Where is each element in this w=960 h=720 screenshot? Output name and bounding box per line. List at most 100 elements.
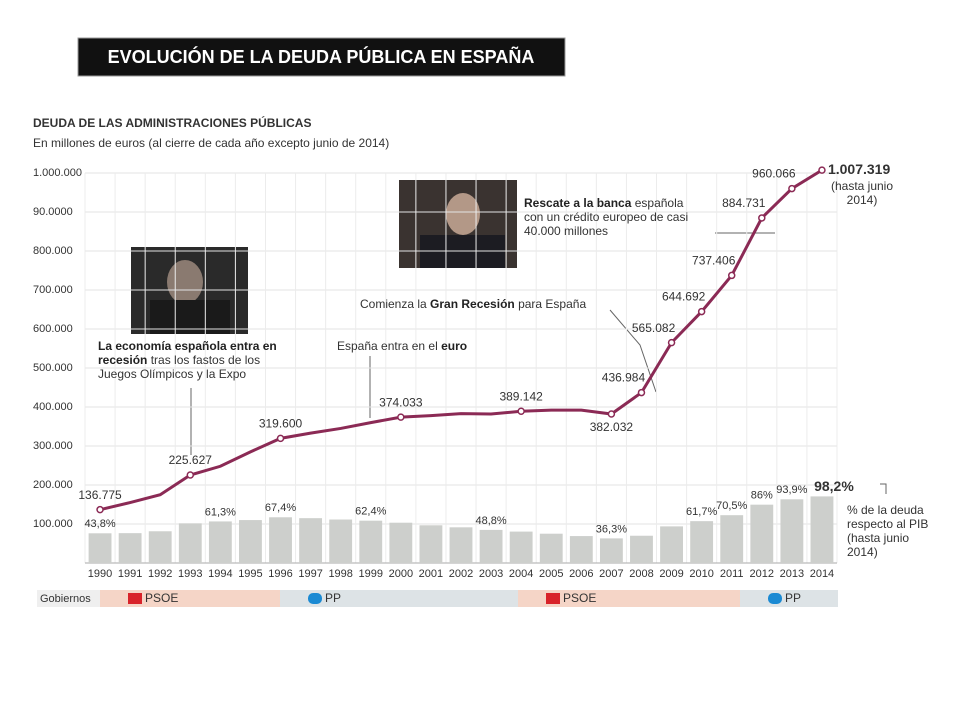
government-period [518, 590, 740, 607]
point-value-label: 436.984 [602, 371, 646, 385]
x-tick-label: 1996 [268, 568, 292, 580]
bar-value-label: 48,8% [475, 515, 506, 527]
point [186, 471, 195, 479]
x-tick-label: 1991 [118, 568, 142, 580]
bar [178, 523, 202, 563]
government-name: PSOE [563, 591, 596, 605]
government-name: PP [325, 591, 341, 605]
point-value-label: 737.406 [692, 254, 736, 268]
point-value-label: 374.033 [379, 395, 423, 409]
point-value-label: 565.082 [632, 321, 676, 335]
bar [88, 533, 112, 563]
bar [720, 515, 744, 563]
party-logo [128, 593, 142, 604]
y-tick-label: 1.000.000 [33, 167, 82, 179]
point [637, 388, 646, 397]
y-tick-label: 90.0000 [33, 206, 73, 218]
bar [479, 529, 503, 563]
point [758, 214, 766, 222]
government-period [740, 590, 838, 607]
x-tick-label: 1998 [328, 568, 352, 580]
annotation: La economía española entra en recesión t… [98, 339, 277, 381]
y-tick-label: 300.000 [33, 440, 73, 452]
bar-value-label: 67,4% [265, 502, 296, 514]
bar [660, 526, 683, 563]
government-period [280, 590, 518, 607]
bar [780, 499, 804, 563]
point-value-label: 884.731 [722, 196, 766, 210]
bar [269, 517, 292, 563]
annotation: España entra en el euro [337, 339, 468, 353]
annotation: (hasta junio 2014) [830, 179, 894, 207]
x-tick-label: 2003 [479, 568, 503, 580]
point [96, 505, 104, 514]
point [397, 413, 405, 421]
point-value-label: 319.600 [259, 417, 303, 431]
bar [569, 536, 593, 563]
bar-value-label: 70,5% [716, 500, 747, 512]
title-box [77, 37, 566, 77]
point-value-label: 960.066 [752, 167, 796, 181]
bar-value-label: 98,2% [814, 478, 854, 494]
x-tick-label: 1997 [298, 568, 322, 580]
x-tick-label: 2011 [720, 568, 744, 580]
annotation: Comienza la Gran Recesión para España [360, 297, 587, 311]
y-tick-label: 200.000 [33, 479, 73, 491]
x-tick-label: 2000 [389, 568, 413, 580]
bar-value-label: 61,3% [205, 506, 236, 518]
annotation: Rescate a la banca española con un crédi… [524, 196, 689, 238]
bar [539, 533, 563, 563]
x-tick-label: 1993 [178, 568, 202, 580]
y-tick-label: 100.000 [33, 518, 73, 530]
bar [389, 522, 413, 563]
bar [419, 525, 443, 563]
photo [131, 180, 517, 334]
x-tick-label: 2002 [449, 568, 473, 580]
bar-value-label: 36,3% [596, 523, 627, 535]
bar [449, 527, 473, 563]
party-logo [308, 593, 322, 604]
point-value-label: 1.007.319 [828, 161, 890, 177]
bar [118, 533, 142, 563]
x-tick-label: 1999 [359, 568, 383, 580]
chart-title: DEUDA DE LAS ADMINISTRACIONES PÚBLICAS [33, 115, 311, 130]
y-tick-label: 700.000 [33, 284, 73, 296]
x-tick-label: 2012 [750, 568, 774, 580]
bar-value-label: 93,9% [776, 484, 807, 496]
x-tick-label: 2005 [539, 568, 563, 580]
bar [359, 520, 383, 563]
point-value-label: 225.627 [169, 453, 213, 467]
point [727, 271, 736, 280]
x-tick-label: 2001 [419, 568, 443, 580]
x-tick-label: 2008 [629, 568, 653, 580]
bar [690, 521, 714, 563]
bar-value-label: 62,4% [355, 506, 386, 518]
party-logo [768, 593, 782, 604]
bar [329, 519, 353, 563]
bar-value-label: 61,7% [686, 506, 717, 518]
bar [750, 504, 774, 563]
point [607, 410, 616, 418]
point-value-label: 382.032 [590, 420, 634, 434]
x-tick-label: 2009 [659, 568, 683, 580]
bar [208, 521, 232, 563]
point [697, 307, 706, 316]
page-title: EVOLUCIÓN DE LA DEUDA PÚBLICA EN ESPAÑA [108, 46, 535, 67]
x-tick-label: 1995 [238, 568, 262, 580]
x-tick-label: 1994 [208, 568, 232, 580]
bar [810, 496, 834, 563]
bar [509, 531, 533, 563]
point-value-label: 644.692 [662, 290, 706, 304]
x-tick-label: 2006 [569, 568, 593, 580]
government-name: PP [785, 591, 801, 605]
y-tick-label: 800.000 [33, 245, 73, 257]
x-tick-label: 2004 [509, 568, 533, 580]
x-tick-label: 2014 [810, 568, 834, 580]
x-tick-label: 2007 [599, 568, 623, 580]
annotation: % de la deuda respecto al PIB (hasta jun… [847, 503, 929, 559]
y-tick-label: 400.000 [33, 401, 73, 413]
point-value-label: 136.775 [78, 488, 122, 502]
point-value-label: 389.142 [499, 389, 543, 403]
government-name: PSOE [145, 591, 178, 605]
